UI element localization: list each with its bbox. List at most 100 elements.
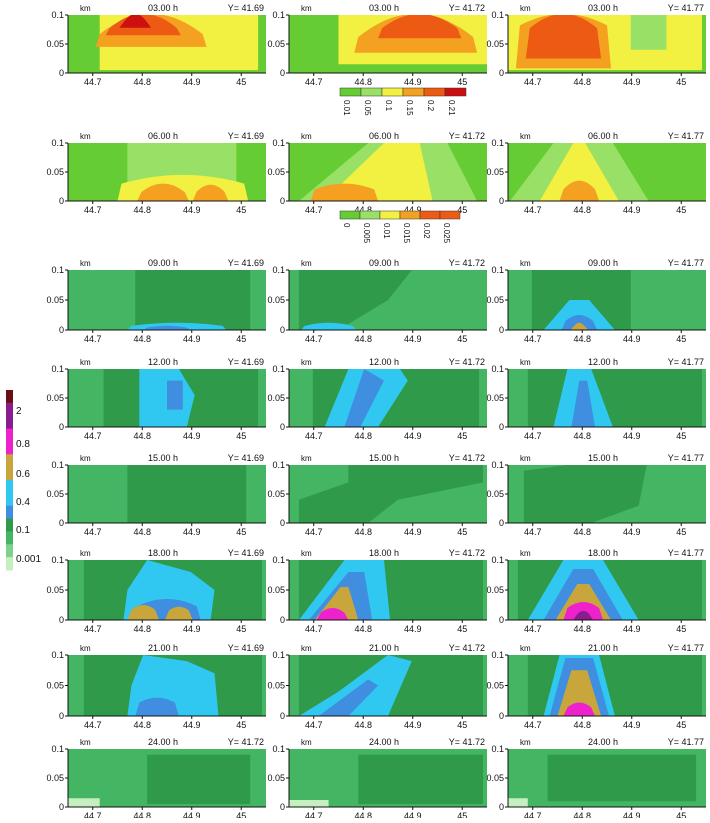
unit-label: km xyxy=(520,259,531,268)
x-tick-label: 44.9 xyxy=(404,205,422,215)
contour-region xyxy=(289,800,329,807)
x-tick-label: 44.9 xyxy=(183,334,201,344)
y-tick-label: 0 xyxy=(499,802,504,812)
legend-swatch xyxy=(6,402,13,417)
contour-region xyxy=(316,608,349,620)
x-tick-label: 44.7 xyxy=(305,527,323,537)
y-tick-label: 0 xyxy=(280,68,285,78)
time-label: 03.00 h xyxy=(588,3,618,13)
contour-panel: 44.7 44.8 44.9 45 0 0.05 0.1 km 21.00 h Y= 41.72 xyxy=(267,643,487,730)
x-tick-label: 44.8 xyxy=(573,334,591,344)
y-tick-label: 0.05 xyxy=(46,167,64,177)
x-tick-label: 44.8 xyxy=(573,77,591,87)
unit-label: km xyxy=(301,259,312,268)
y-tick-label: 0.05 xyxy=(267,773,285,783)
x-tick-label: 45 xyxy=(457,811,467,818)
y-tick-label: 0.05 xyxy=(267,489,285,499)
contour-panel: 44.7 44.8 44.9 45 0 0.05 0.1 km 18.00 h Y= 41.72 xyxy=(267,548,487,634)
contour-region xyxy=(127,605,160,620)
contour-panel: 44.7 44.8 44.9 45 0 0.05 0.1 km 15.00 h Y= 41.69 xyxy=(46,453,266,537)
unit-label: km xyxy=(520,4,531,13)
legend-label: 0 xyxy=(342,223,351,228)
y-tick-label: 0.05 xyxy=(486,585,504,595)
x-tick-label: 44.8 xyxy=(354,720,372,730)
contour-panel: 44.7 44.8 44.9 45 0 0.05 0.1 km 15.00 h Y= 41.77 xyxy=(486,453,706,537)
x-tick-label: 45 xyxy=(457,527,467,537)
unit-label: km xyxy=(301,549,312,558)
y-coordinate-label: Y= 41.69 xyxy=(228,643,264,653)
x-tick-label: 44.8 xyxy=(133,811,151,818)
x-tick-label: 44.8 xyxy=(133,431,151,441)
legend-swatch xyxy=(6,544,13,558)
legend-label: 0.1 xyxy=(384,100,393,112)
contour-region xyxy=(310,183,379,201)
y-tick-label: 0.1 xyxy=(51,10,64,20)
contour-panel: 44.7 44.8 44.9 45 0 0.05 0.1 km 21.00 h Y= 41.77 xyxy=(486,643,706,730)
time-label: 24.00 h xyxy=(588,737,618,747)
time-label: 18.00 h xyxy=(369,548,399,558)
x-tick-label: 44.7 xyxy=(305,720,323,730)
legend-swatch xyxy=(6,518,13,532)
x-tick-label: 44.7 xyxy=(524,205,542,215)
contour-region xyxy=(344,369,384,427)
time-label: 21.00 h xyxy=(148,643,178,653)
x-tick-label: 44.9 xyxy=(623,77,641,87)
y-coordinate-label: Y= 41.72 xyxy=(228,737,264,747)
legend-label: 0.01 xyxy=(342,100,351,116)
legend-label: 0.1 xyxy=(16,525,30,536)
x-tick-label: 44.9 xyxy=(183,811,201,818)
contour-region xyxy=(547,754,697,802)
y-coordinate-label: Y= 41.77 xyxy=(668,453,704,463)
x-tick-label: 45 xyxy=(676,811,686,818)
legend-swatch xyxy=(439,210,461,220)
x-tick-label: 45 xyxy=(457,77,467,87)
y-tick-label: 0 xyxy=(280,615,285,625)
legend-label: 0.01 xyxy=(382,223,391,239)
contour-region xyxy=(127,465,247,523)
x-tick-label: 44.7 xyxy=(524,624,542,634)
x-tick-label: 45 xyxy=(676,624,686,634)
time-label: 21.00 h xyxy=(588,643,618,653)
color-legend: 0 0.005 0.01 0.015 0.02 0.025 xyxy=(339,210,461,244)
x-tick-label: 44.8 xyxy=(573,811,591,818)
y-tick-label: 0.05 xyxy=(267,39,285,49)
y-tick-label: 0.05 xyxy=(46,39,64,49)
x-tick-label: 45 xyxy=(676,205,686,215)
y-coordinate-label: Y= 41.77 xyxy=(668,737,704,747)
x-tick-label: 44.9 xyxy=(404,527,422,537)
x-tick-label: 45 xyxy=(236,624,246,634)
contour-region xyxy=(68,798,100,807)
time-label: 18.00 h xyxy=(148,548,178,558)
y-coordinate-label: Y= 41.69 xyxy=(228,258,264,268)
legend-swatch xyxy=(6,480,13,494)
legend-label: 0.001 xyxy=(16,554,41,565)
y-coordinate-label: Y= 41.72 xyxy=(449,258,485,268)
x-tick-label: 44.7 xyxy=(84,431,102,441)
legend-swatch xyxy=(444,87,467,97)
y-tick-label: 0.1 xyxy=(51,650,64,660)
x-tick-label: 44.7 xyxy=(305,431,323,441)
legend-label: 2 xyxy=(16,406,22,417)
y-tick-label: 0.05 xyxy=(267,295,285,305)
y-tick-label: 0.1 xyxy=(272,138,285,148)
y-coordinate-label: Y= 41.72 xyxy=(449,131,485,141)
x-tick-label: 45 xyxy=(676,77,686,87)
x-tick-label: 44.9 xyxy=(404,334,422,344)
x-tick-label: 44.9 xyxy=(404,431,422,441)
contour-panel: 44.7 44.8 44.9 45 0 0.05 0.1 km 09.00 h Y= 41.69 xyxy=(46,258,266,344)
contour-region xyxy=(167,380,183,410)
x-tick-label: 44.7 xyxy=(524,334,542,344)
y-tick-label: 0.05 xyxy=(486,295,504,305)
y-tick-label: 0.05 xyxy=(267,681,285,691)
legend-swatch xyxy=(423,87,446,97)
x-tick-label: 44.7 xyxy=(524,527,542,537)
legend-label: 0.21 xyxy=(447,100,456,116)
x-tick-label: 44.9 xyxy=(183,205,201,215)
x-tick-label: 44.9 xyxy=(404,624,422,634)
contour-panel: 44.7 44.8 44.9 45 0 0.05 0.1 km 15.00 h Y= 41.72 xyxy=(267,453,487,537)
y-tick-label: 0 xyxy=(280,325,285,335)
y-tick-label: 0.1 xyxy=(491,460,504,470)
contour-panel: 44.7 44.8 44.9 45 0 0.05 0.1 km 09.00 h Y= 41.77 xyxy=(486,258,706,344)
y-tick-label: 0.1 xyxy=(51,744,64,754)
time-label: 12.00 h xyxy=(369,357,399,367)
